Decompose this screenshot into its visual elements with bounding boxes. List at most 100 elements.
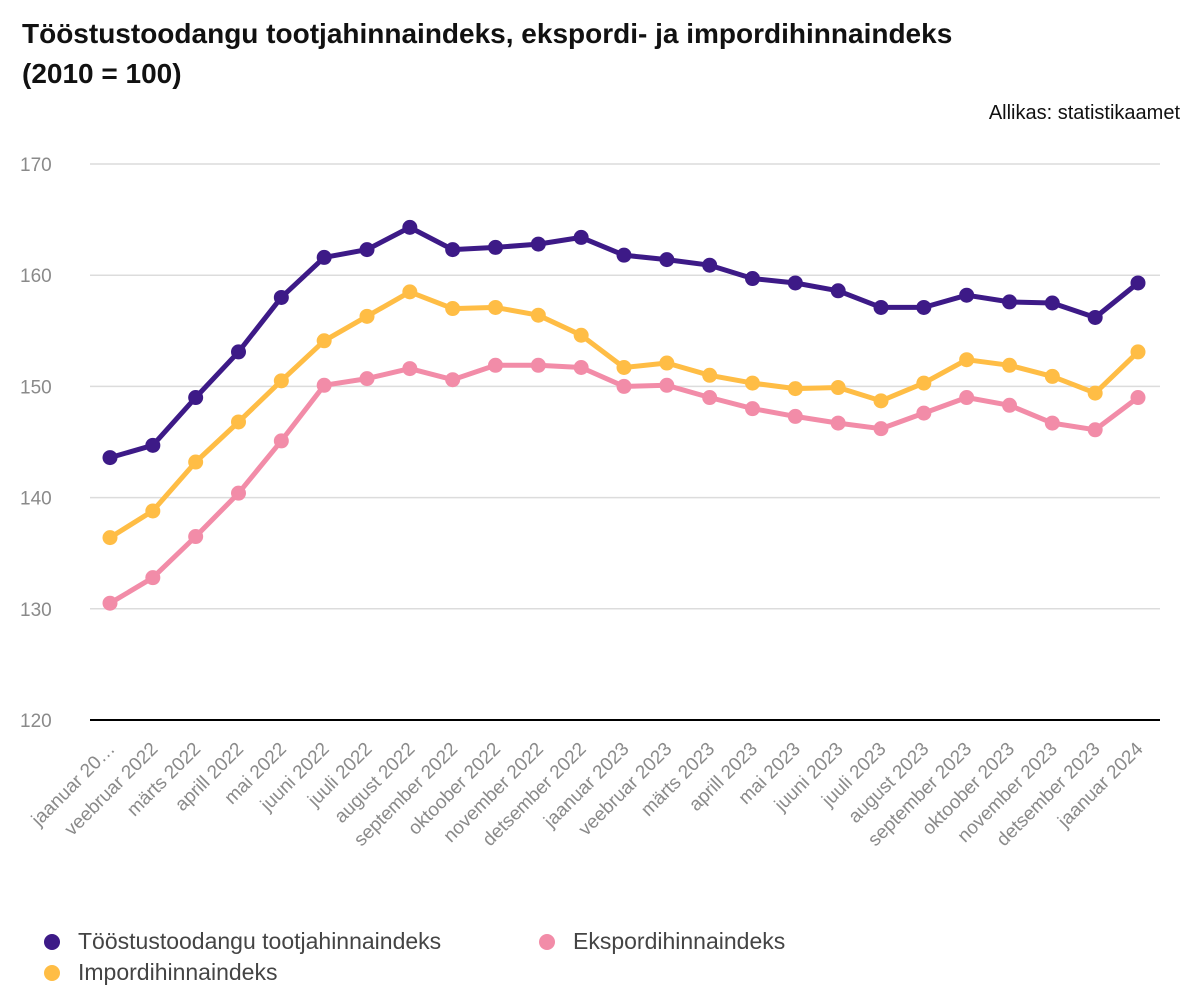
legend-marker-icon xyxy=(539,933,555,950)
data-point xyxy=(830,415,846,431)
data-point xyxy=(402,219,418,235)
data-point xyxy=(787,408,803,424)
series-line xyxy=(107,289,1141,541)
source-note: Allikas: statistikaamet xyxy=(988,102,1180,124)
legend-marker-icon xyxy=(44,964,60,981)
data-point xyxy=(273,433,289,449)
data-point xyxy=(445,242,461,258)
data-point xyxy=(188,390,204,406)
data-point xyxy=(231,485,246,501)
data-point xyxy=(573,327,589,343)
data-point xyxy=(616,359,632,375)
data-point xyxy=(231,414,246,430)
data-point xyxy=(145,503,161,519)
data-point xyxy=(402,284,418,300)
y-tick-label: 120 xyxy=(20,711,52,732)
data-point xyxy=(316,377,332,393)
data-point xyxy=(787,381,803,397)
title-line-1: Tööstustoodangu tootjahinnaindeks, ekspo… xyxy=(22,18,953,49)
data-point xyxy=(359,371,375,387)
data-point xyxy=(102,450,118,466)
data-point xyxy=(1087,385,1103,401)
data-point xyxy=(402,361,418,377)
grid-lines xyxy=(90,163,1160,721)
data-point xyxy=(659,252,675,268)
series-line xyxy=(107,362,1141,606)
legend-label: Tööstustoodangu tootjahinnaindeks xyxy=(78,928,442,954)
data-point xyxy=(188,454,204,470)
series-0 xyxy=(102,219,1146,466)
data-point xyxy=(530,307,546,323)
legend-marker-icon xyxy=(44,933,60,950)
data-point xyxy=(745,401,760,417)
y-tick-label: 170 xyxy=(20,155,52,176)
data-point xyxy=(316,249,332,265)
data-point xyxy=(1002,397,1017,413)
y-tick-label: 150 xyxy=(20,377,52,398)
data-point xyxy=(1087,309,1103,325)
data-point xyxy=(1087,422,1103,438)
data-point xyxy=(445,301,461,317)
data-point xyxy=(273,373,289,389)
data-point xyxy=(616,247,632,263)
data-point xyxy=(1130,275,1146,291)
legend-item-impordihinnaindeks[interactable]: Impordihinnaindeks xyxy=(44,959,277,986)
data-point xyxy=(102,530,118,546)
data-point xyxy=(745,375,760,391)
legend-item-ekspordihinnaindeks[interactable]: Ekspordihinnaindeks xyxy=(539,928,785,955)
series-lines xyxy=(102,219,1146,611)
data-point xyxy=(102,595,118,611)
data-point xyxy=(616,378,632,394)
data-point xyxy=(916,375,932,391)
data-point xyxy=(145,570,161,586)
data-point xyxy=(1130,390,1146,406)
data-point xyxy=(359,308,375,324)
series-1 xyxy=(102,284,1146,546)
data-point xyxy=(745,271,760,287)
data-point xyxy=(1044,368,1060,384)
data-point xyxy=(530,236,546,252)
data-point xyxy=(530,357,546,373)
data-point xyxy=(873,299,889,315)
data-point xyxy=(488,357,503,373)
data-point xyxy=(359,242,375,258)
line-chart: 120 130 140 150 160 170 jaanuar 20…veebruar 2… xyxy=(20,155,1160,851)
data-point xyxy=(1002,357,1017,373)
data-point xyxy=(830,380,846,396)
data-point xyxy=(1044,295,1060,311)
data-point xyxy=(959,352,975,368)
series-2 xyxy=(102,357,1146,611)
legend-item-tootjahinnaindeks[interactable]: Tööstustoodangu tootjahinnaindeks xyxy=(44,928,441,955)
data-point xyxy=(488,299,503,315)
data-point xyxy=(873,421,889,437)
data-point xyxy=(1002,294,1017,310)
data-point xyxy=(145,437,161,453)
data-point xyxy=(1130,344,1146,360)
data-point xyxy=(787,275,803,291)
data-point xyxy=(488,239,503,255)
legend-label: Ekspordihinnaindeks xyxy=(573,928,786,954)
data-point xyxy=(702,367,718,383)
data-point xyxy=(959,390,975,406)
data-point xyxy=(573,359,589,375)
legend-label: Impordihinnaindeks xyxy=(78,959,278,985)
y-tick-label: 160 xyxy=(20,266,52,287)
data-point xyxy=(702,390,718,406)
data-point xyxy=(445,372,461,388)
data-point xyxy=(188,529,204,545)
y-tick-label: 140 xyxy=(20,489,52,510)
title-line-2: (2010 = 100) xyxy=(22,58,182,89)
data-point xyxy=(316,333,332,349)
y-tick-label: 130 xyxy=(20,600,52,621)
data-point xyxy=(573,229,589,245)
data-point xyxy=(659,355,675,371)
data-point xyxy=(231,344,246,360)
data-point xyxy=(702,257,718,273)
data-point xyxy=(273,289,289,305)
data-point xyxy=(873,393,889,409)
data-point xyxy=(659,377,675,393)
data-point xyxy=(959,287,975,303)
data-point xyxy=(916,405,932,421)
data-point xyxy=(830,283,846,299)
